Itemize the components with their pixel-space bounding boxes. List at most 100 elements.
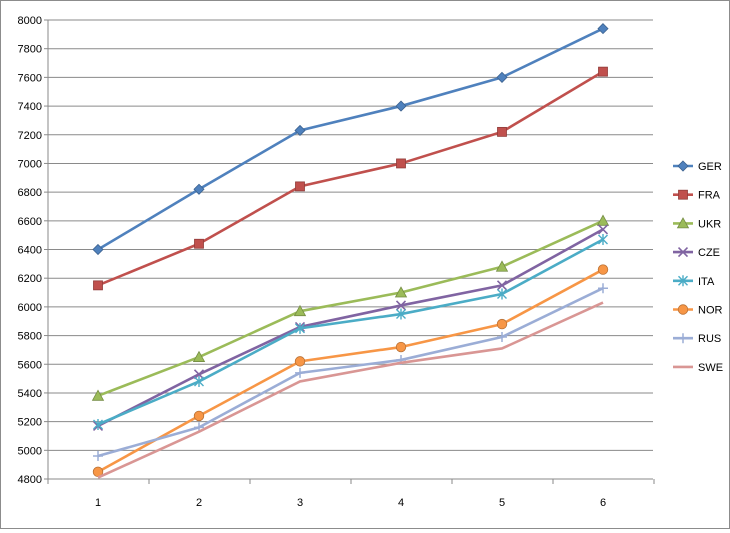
legend-entry-ger: GER bbox=[673, 160, 722, 173]
point-nor-2 bbox=[193, 410, 205, 422]
legend-label-swe: SWE bbox=[698, 362, 723, 374]
y-tick-label: 5000 bbox=[18, 445, 42, 457]
legend-entry-ukr: UKR bbox=[673, 217, 721, 230]
legend-marker-ukr bbox=[676, 217, 690, 229]
legend-label-cze: CZE bbox=[698, 247, 720, 259]
y-tick-label: 6600 bbox=[18, 216, 42, 228]
legend-label-ukr: UKR bbox=[698, 218, 721, 230]
series-lines bbox=[91, 23, 610, 479]
point-ukr-6 bbox=[596, 214, 610, 226]
y-tick-label: 7400 bbox=[18, 101, 42, 113]
y-tick-label: 8000 bbox=[18, 15, 42, 27]
series-line-cze bbox=[97, 228, 604, 428]
y-tick-label: 7000 bbox=[18, 158, 42, 170]
y-tick-label: 6800 bbox=[18, 187, 42, 199]
x-axis-ticks: 1 2 3 4 5 6 bbox=[47, 479, 655, 509]
point-fra-6 bbox=[598, 66, 608, 77]
legend-marker-fra bbox=[678, 189, 688, 200]
point-ita-5 bbox=[497, 288, 507, 300]
point-ger-1 bbox=[92, 243, 104, 256]
series-fra bbox=[93, 66, 608, 291]
legend-marker-ger bbox=[677, 160, 689, 172]
y-axis-ticks: 4800 5000 5200 5400 5600 5800 6000 6200 6400 6600… bbox=[18, 15, 48, 486]
point-fra-2 bbox=[194, 238, 204, 249]
point-fra-5 bbox=[497, 126, 507, 137]
series-ukr bbox=[91, 214, 610, 401]
legend-entry-rus: RUS bbox=[673, 333, 721, 345]
series-swe bbox=[97, 301, 604, 479]
point-cze-2 bbox=[193, 369, 205, 380]
legend-entry-fra: FRA bbox=[673, 190, 721, 202]
legend-marker-rus bbox=[678, 333, 688, 344]
legend: GER FRA UKR CZE ITA NOR RUS SWE bbox=[673, 160, 723, 374]
point-ger-2 bbox=[193, 183, 205, 195]
point-cze-5 bbox=[496, 280, 508, 291]
y-tick-label: 7800 bbox=[18, 44, 42, 56]
point-ger-3 bbox=[294, 124, 306, 137]
point-rus-5 bbox=[497, 331, 507, 342]
y-tick-label: 5600 bbox=[18, 359, 42, 371]
legend-label-nor: NOR bbox=[698, 305, 723, 317]
y-tick-label: 6200 bbox=[18, 273, 42, 285]
point-ukr-4 bbox=[394, 286, 408, 298]
series-ger bbox=[92, 23, 609, 256]
y-tick-label: 7200 bbox=[18, 130, 42, 142]
point-cze-6 bbox=[597, 224, 609, 235]
point-ger-4 bbox=[395, 100, 407, 112]
point-ita-3 bbox=[295, 322, 305, 334]
point-rus-1 bbox=[93, 451, 103, 462]
y-tick-label: 7600 bbox=[18, 72, 42, 84]
legend-entry-ita: ITA bbox=[673, 275, 715, 288]
grid-lines bbox=[48, 19, 653, 451]
point-rus-6 bbox=[598, 283, 608, 294]
legend-label-rus: RUS bbox=[698, 333, 721, 345]
legend-label-ita: ITA bbox=[698, 276, 715, 288]
y-tick-label: 5200 bbox=[18, 417, 42, 429]
series-rus bbox=[93, 283, 608, 462]
y-tick-label: 4800 bbox=[18, 474, 42, 486]
point-ita-1 bbox=[93, 418, 103, 430]
point-ukr-2 bbox=[192, 350, 206, 362]
series-line-ukr bbox=[97, 219, 604, 398]
legend-entry-cze: CZE bbox=[673, 247, 720, 259]
point-ita-4 bbox=[396, 308, 406, 320]
series-ita bbox=[93, 233, 608, 430]
point-ger-5 bbox=[496, 71, 508, 83]
point-ger-6 bbox=[597, 23, 609, 35]
legend-marker-cze bbox=[677, 247, 689, 258]
point-cze-4 bbox=[395, 300, 407, 311]
legend-marker-nor bbox=[677, 304, 689, 315]
y-tick-label: 5400 bbox=[18, 388, 42, 400]
point-nor-6 bbox=[597, 264, 609, 275]
series-line-ger bbox=[97, 27, 604, 251]
series-cze bbox=[92, 224, 609, 431]
point-fra-3 bbox=[295, 181, 305, 192]
legend-label-ger: GER bbox=[698, 161, 722, 173]
point-rus-3 bbox=[295, 367, 305, 378]
series-line-rus bbox=[97, 287, 604, 458]
y-tick-label: 6000 bbox=[18, 302, 42, 314]
point-nor-4 bbox=[395, 341, 407, 353]
series-line-nor bbox=[97, 268, 604, 473]
point-nor-3 bbox=[294, 356, 306, 367]
series-line-swe bbox=[97, 301, 604, 479]
x-tick-label: 5 bbox=[499, 497, 505, 509]
point-ukr-3 bbox=[293, 304, 307, 317]
x-tick-label: 1 bbox=[95, 497, 101, 509]
legend-entry-swe: SWE bbox=[673, 362, 723, 374]
point-fra-1 bbox=[93, 280, 103, 291]
y-tick-label: 5800 bbox=[18, 331, 42, 343]
y-tick-label: 6400 bbox=[18, 245, 42, 257]
point-fra-4 bbox=[396, 158, 406, 169]
x-tick-label: 3 bbox=[297, 497, 303, 509]
legend-label-fra: FRA bbox=[698, 190, 721, 202]
point-nor-5 bbox=[496, 318, 508, 330]
x-tick-label: 4 bbox=[398, 497, 404, 509]
legend-entry-nor: NOR bbox=[673, 304, 723, 317]
point-ukr-5 bbox=[495, 260, 509, 272]
point-ukr-1 bbox=[91, 389, 105, 401]
series-line-fra bbox=[97, 70, 604, 287]
point-ita-6 bbox=[598, 233, 608, 245]
